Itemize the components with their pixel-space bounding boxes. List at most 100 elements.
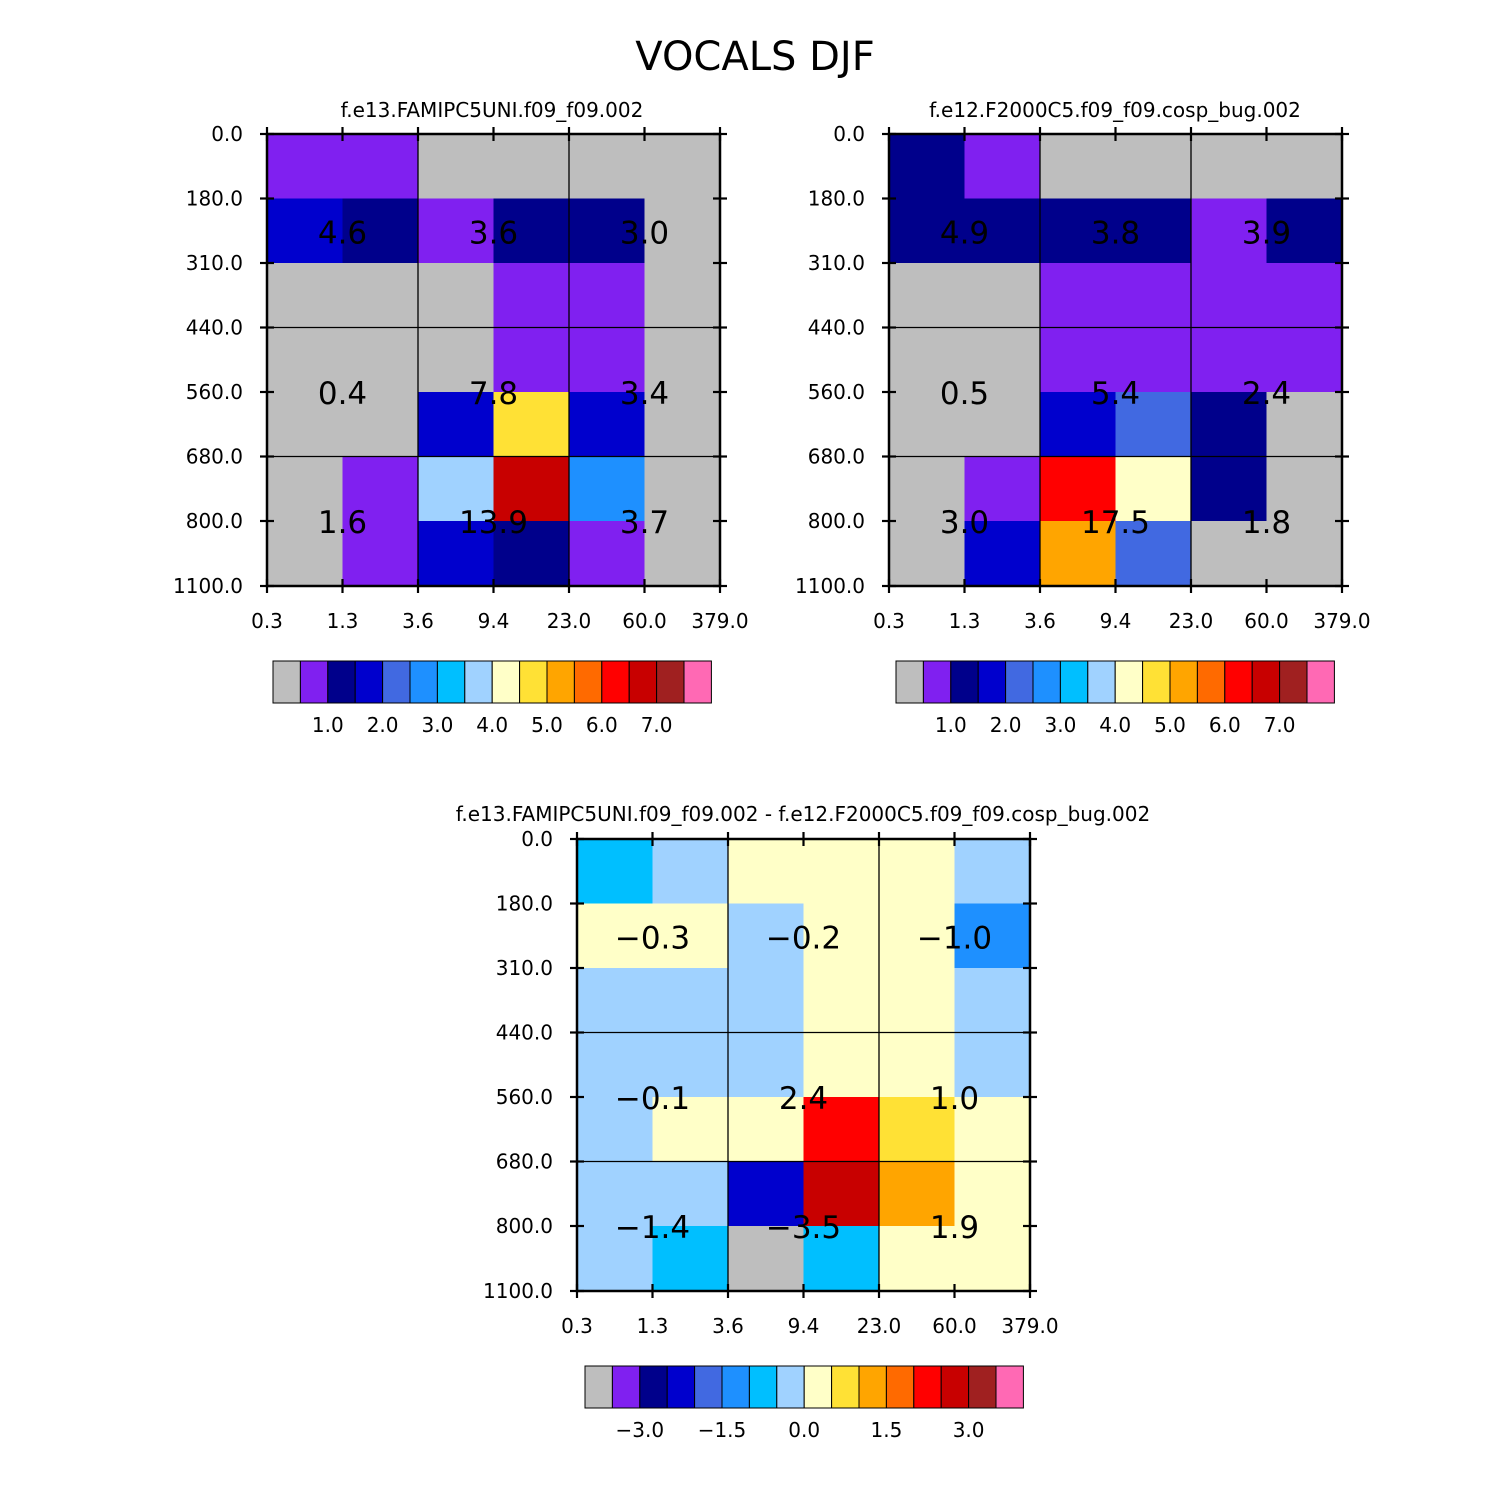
- colorbar-swatch: [491, 660, 521, 704]
- colorbar-label: 2.0: [990, 713, 1022, 737]
- y-tick-label: 440.0: [186, 316, 243, 340]
- colorbar-swatch: [1169, 660, 1198, 704]
- heatmap-cell: [879, 1161, 956, 1227]
- heatmap-cell: [879, 968, 956, 1034]
- colorbar-swatch: [858, 1365, 887, 1409]
- y-tick-label: 0.0: [833, 122, 865, 146]
- panel-2-title: f.e12.F2000C5.f09_f09.cosp_bug.002: [929, 98, 1301, 122]
- panel-1-cells: [267, 134, 721, 587]
- heatmap-cell: [1266, 392, 1343, 458]
- heatmap-cell: [577, 968, 654, 1034]
- heatmap-cell: [1191, 456, 1268, 522]
- x-tick-label: 3.6: [712, 1314, 744, 1338]
- heatmap-cell: [728, 1097, 805, 1163]
- heatmap-cell: [728, 1161, 805, 1227]
- colorbar-swatch: [299, 660, 329, 704]
- heatmap-cell: [569, 456, 646, 522]
- colorbar-swatch: [666, 1365, 696, 1409]
- heatmap-cell: [879, 1226, 956, 1292]
- heatmap-cell: [342, 327, 419, 393]
- heatmap-cell: [267, 198, 344, 264]
- heatmap-cell: [954, 903, 1031, 969]
- colorbar-swatch: [913, 1365, 942, 1409]
- colorbar-label: 6.0: [1209, 713, 1241, 737]
- colorbar-swatch: [409, 660, 438, 704]
- box-value-label: 1.8: [1242, 505, 1291, 541]
- panel-1-grid: [267, 134, 720, 586]
- x-tick-label: 379.0: [1001, 1314, 1058, 1338]
- heatmap-cell: [964, 392, 1041, 458]
- colorbar-swatch: [639, 1365, 668, 1409]
- heatmap-cell: [569, 198, 646, 264]
- box-value-label: 1.9: [930, 1210, 979, 1246]
- heatmap-cell: [493, 134, 570, 200]
- colorbar-label: 3.0: [953, 1418, 985, 1442]
- panel-3: f.e13.FAMIPC5UNI.f09_f09.002 - f.e12.F20…: [456, 802, 1150, 1442]
- heatmap-cell: [803, 1032, 880, 1098]
- y-tick-label: 310.0: [496, 956, 553, 980]
- x-tick-label: 60.0: [932, 1314, 977, 1338]
- x-tick-label: 60.0: [622, 609, 667, 633]
- x-tick-label: 9.4: [1100, 609, 1132, 633]
- box-value-label: −0.3: [615, 921, 690, 957]
- heatmap-cell: [964, 263, 1041, 329]
- heatmap-cell: [418, 134, 495, 200]
- colorbar-swatch: [573, 660, 603, 704]
- heatmap-cell: [652, 1032, 729, 1098]
- heatmap-cell: [342, 521, 419, 587]
- heatmap-cell: [964, 327, 1041, 393]
- heatmap-cell: [342, 392, 419, 458]
- heatmap-cell: [879, 1097, 956, 1163]
- heatmap-cell: [577, 839, 654, 905]
- y-tick-label: 800.0: [808, 509, 865, 533]
- colorbar-label: −3.0: [616, 1418, 665, 1442]
- y-tick-label: 680.0: [808, 445, 865, 469]
- box-value-label: −0.2: [766, 921, 841, 957]
- panel-2-box-values: 4.9 3.8 3.9 0.5 5.4 2.4 3.0 17.5 1.8: [940, 216, 1291, 542]
- colorbar-label: 7.0: [1264, 713, 1296, 737]
- heatmap-cell: [267, 392, 344, 458]
- y-tick-label: 680.0: [186, 445, 243, 469]
- colorbar-swatch: [1087, 660, 1116, 704]
- heatmap-cell: [879, 903, 956, 969]
- y-tick-label: 560.0: [186, 380, 243, 404]
- heatmap-cell: [728, 968, 805, 1034]
- heatmap-cell: [803, 1226, 880, 1292]
- box-value-label: 7.8: [469, 376, 518, 412]
- heatmap-cell: [1115, 456, 1192, 522]
- heatmap-cell: [569, 327, 646, 393]
- colorbar-swatch: [584, 1365, 613, 1409]
- colorbar-swatch: [611, 1365, 641, 1409]
- panel-1-x-axis: 0.3 1.3 3.6 9.4 23.0 60.0 379.0: [251, 127, 749, 633]
- heatmap-cell: [803, 839, 880, 905]
- heatmap-cell: [1115, 392, 1192, 458]
- box-value-label: 17.5: [1081, 505, 1150, 541]
- panel-3-colorbar: −3.0 −1.5 0.0 1.5 3.0: [584, 1365, 1024, 1442]
- heatmap-cell: [889, 327, 966, 393]
- heatmap-cell: [803, 968, 880, 1034]
- heatmap-cell: [1040, 456, 1117, 522]
- heatmap-cell: [493, 263, 570, 329]
- heatmap-cell: [728, 1032, 805, 1098]
- colorbar-swatch: [895, 660, 924, 704]
- heatmap-cell: [342, 456, 419, 522]
- box-value-label: −0.1: [615, 1081, 690, 1117]
- colorbar-swatch: [721, 1365, 750, 1409]
- colorbar-swatch: [1196, 660, 1226, 704]
- heatmap-cell: [889, 134, 966, 200]
- panel-2-cells: [889, 134, 1343, 587]
- box-value-label: 0.4: [318, 376, 367, 412]
- colorbar-swatch: [354, 660, 384, 704]
- heatmap-cell: [964, 198, 1041, 264]
- heatmap-cell: [577, 1097, 654, 1163]
- y-tick-label: 180.0: [186, 187, 243, 211]
- heatmap-cell: [803, 903, 880, 969]
- heatmap-cell: [1191, 327, 1268, 393]
- colorbar-label: 5.0: [1154, 713, 1186, 737]
- y-tick-label: 180.0: [808, 187, 865, 211]
- heatmap-cell: [569, 263, 646, 329]
- heatmap-cell: [493, 392, 570, 458]
- panel-3-box-values: −0.3 −0.2 −1.0 −0.1 2.4 1.0 −1.4 −3.5 1.9: [615, 921, 992, 1247]
- y-tick-label: 180.0: [496, 892, 553, 916]
- heatmap-cell: [493, 198, 570, 264]
